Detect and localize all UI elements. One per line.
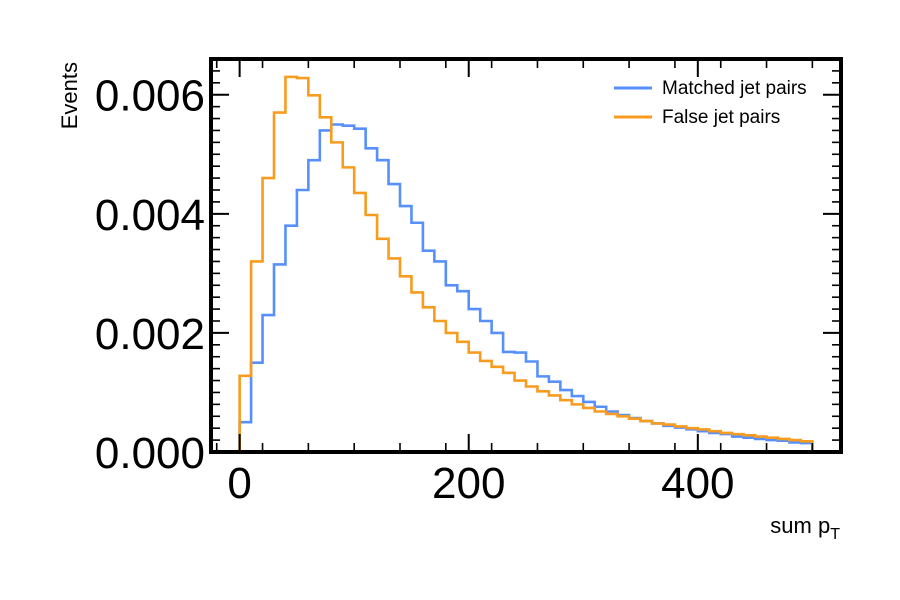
legend: Matched jet pairs False jet pairs (614, 78, 807, 128)
legend-entry-false: False jet pairs (614, 107, 780, 128)
y-tick-label: 0.000 (95, 429, 205, 478)
ticks-layer: 0 200 400 0.000 0.002 0.004 0.006 (95, 59, 841, 508)
x-axis-label: sum pT (770, 513, 840, 543)
x-axis-label-main: sum p (770, 513, 830, 538)
legend-label-false: False jet pairs (662, 107, 780, 128)
plot-frame (209, 57, 843, 454)
series-layer (238, 75, 814, 452)
y-tick-label: 0.004 (95, 191, 205, 240)
series-line-0 (238, 123, 814, 452)
series-line-1 (238, 75, 814, 452)
y-tick-label: 0.006 (95, 72, 205, 121)
x-axis-label-subscript: T (830, 526, 840, 543)
y-tick-label: 0.002 (95, 310, 205, 359)
legend-entry-matched: Matched jet pairs (614, 78, 807, 99)
x-tick-label: 200 (432, 459, 505, 508)
legend-label-matched: Matched jet pairs (662, 78, 807, 99)
x-tick-label: 0 (227, 459, 251, 508)
x-tick-label: 400 (661, 459, 734, 508)
y-axis-label: Events (57, 62, 82, 129)
